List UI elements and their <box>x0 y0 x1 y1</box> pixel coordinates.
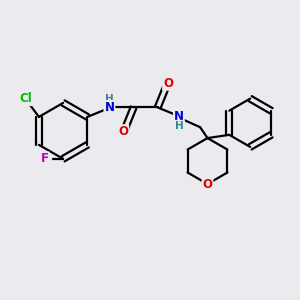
Text: N: N <box>174 110 184 123</box>
Text: N: N <box>104 101 114 114</box>
Text: H: H <box>175 121 183 131</box>
Text: F: F <box>41 152 49 165</box>
Text: Cl: Cl <box>19 92 32 105</box>
Text: H: H <box>105 94 114 104</box>
Text: O: O <box>202 178 212 190</box>
Text: O: O <box>163 77 173 90</box>
Text: O: O <box>118 125 128 138</box>
